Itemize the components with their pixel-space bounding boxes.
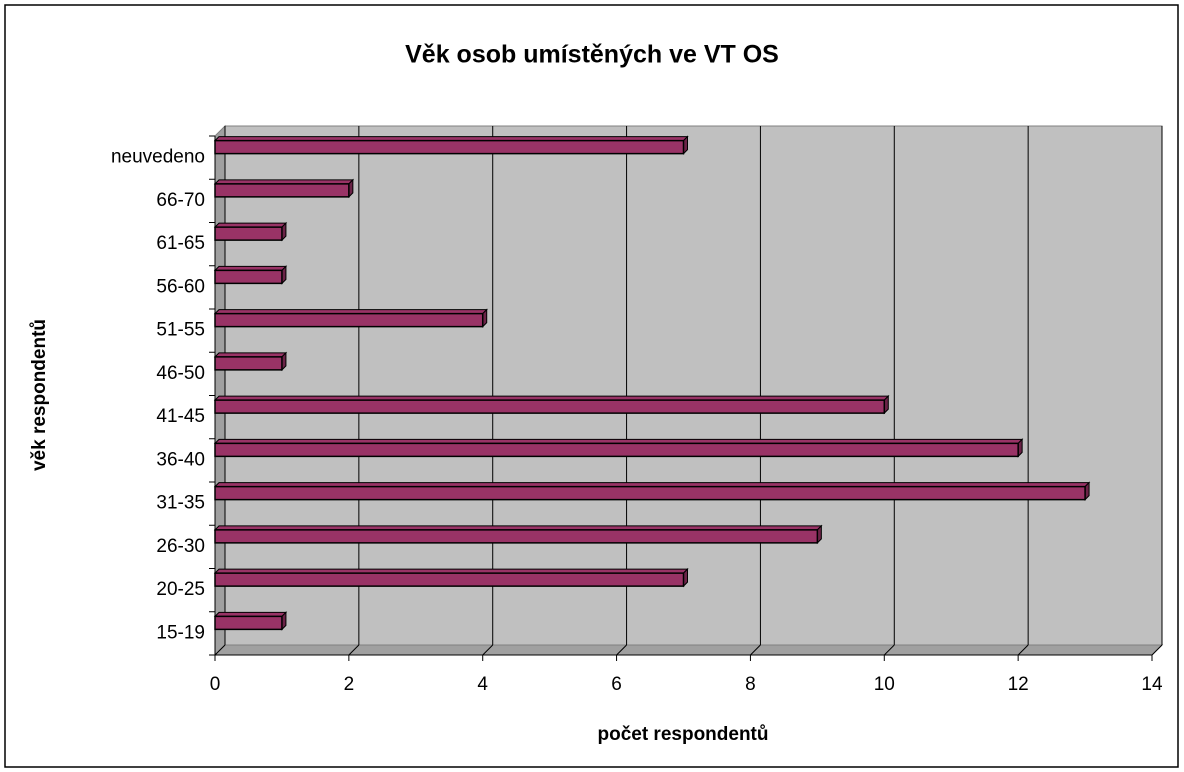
back-wall: [224, 125, 1163, 646]
bar: [214, 183, 350, 198]
bar: [214, 399, 886, 414]
y-tick-label: 26-30: [156, 536, 205, 557]
y-tick-label: 36-40: [156, 449, 205, 470]
chart-title: Věk osob umístěných ve VT OS: [405, 41, 779, 69]
grid-line: [883, 644, 895, 656]
x-axis-title: počet respondentů: [597, 724, 768, 745]
bar: [214, 572, 685, 587]
bar: [214, 269, 283, 285]
grid-line: [1151, 644, 1163, 656]
y-tick-label: 61-65: [156, 233, 205, 254]
bar: [214, 356, 283, 371]
y-tick-label: 46-50: [156, 363, 205, 384]
y-tick-label: 41-45: [156, 406, 205, 427]
bar: [214, 442, 1019, 458]
x-tick-label: 10: [874, 674, 895, 695]
x-tick-label: 12: [1008, 674, 1029, 695]
grid-line: [214, 644, 226, 656]
y-tick-label: 20-25: [156, 579, 205, 600]
bar: [214, 226, 283, 241]
grid-line: [482, 644, 494, 656]
grid-line: [750, 644, 761, 656]
bar: [214, 139, 685, 155]
x-tick-label: 4: [477, 674, 488, 695]
bar: [214, 485, 1086, 501]
y-axis-title: věk respondentů: [29, 319, 50, 471]
x-tick-label: 2: [344, 674, 355, 695]
x-tick-label: 0: [210, 674, 221, 695]
y-tick-label: 56-60: [156, 276, 205, 297]
grid-line: [616, 644, 627, 656]
bar: [214, 529, 819, 544]
x-tick-label: 6: [611, 674, 622, 695]
grid-line: [348, 644, 360, 656]
x-tick-label: 8: [745, 674, 756, 695]
grid-line: [1017, 644, 1029, 656]
x-tick-label: 14: [1141, 674, 1163, 695]
y-tick-label: 51-55: [156, 320, 205, 341]
y-tick-label: 15-19: [156, 622, 205, 643]
y-tick-label: neuvedeno: [111, 147, 205, 168]
bar: [214, 615, 283, 631]
bar: [214, 312, 484, 328]
y-tick-label: 31-35: [156, 493, 205, 514]
y-tick-label: 66-70: [156, 190, 205, 211]
